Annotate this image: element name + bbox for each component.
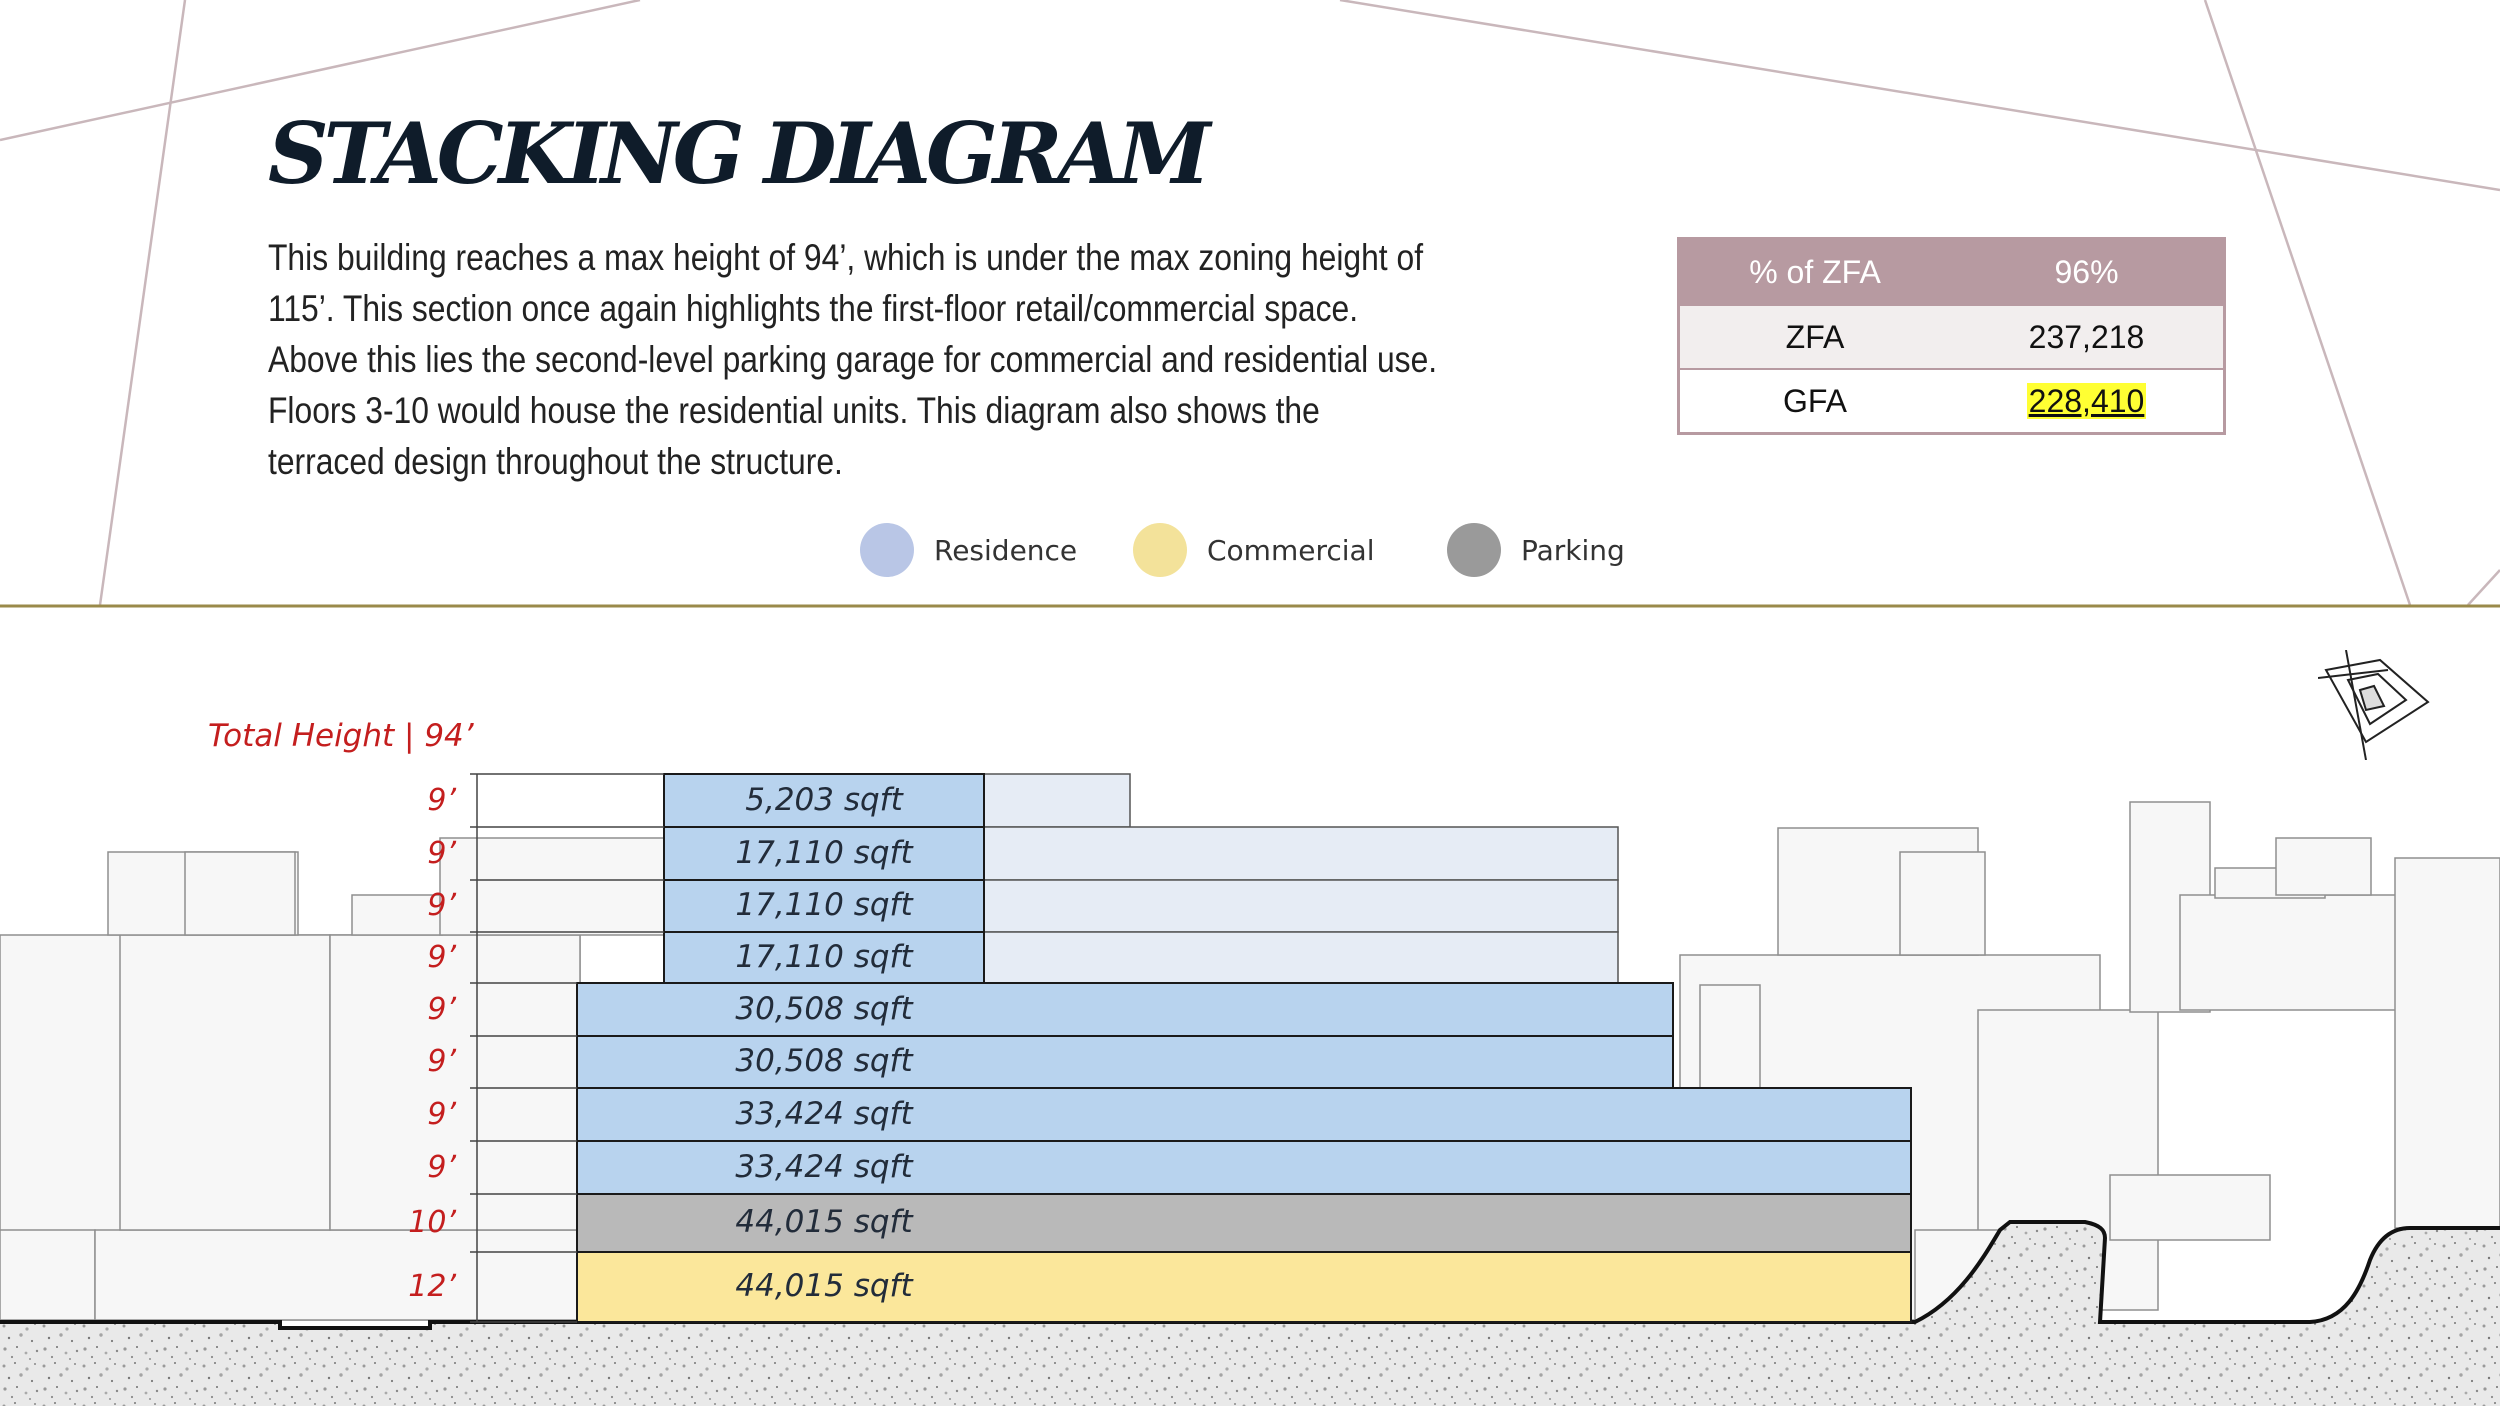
table-header-label: % of ZFA	[1678, 238, 1950, 306]
floor-block-residence	[576, 982, 1674, 1037]
legend-item-parking: Parking	[1447, 520, 1625, 580]
terrace-block	[983, 931, 1619, 984]
legend-swatch-commercial	[1133, 523, 1187, 577]
floor-block-residence	[663, 879, 985, 933]
table-row-label: GFA	[1678, 369, 1950, 434]
decorative-lines	[0, 0, 2500, 606]
legend-item-commercial: Commercial	[1133, 520, 1374, 580]
floor-area-label: 30,508 sqft	[735, 990, 913, 1027]
floor-block-residence	[663, 931, 985, 984]
floor-block-commercial	[576, 1251, 1912, 1323]
table-row: ZFA 237,218	[1678, 305, 2225, 370]
floor-height-label: 9’	[427, 1044, 456, 1079]
total-height-label: Total Height | 94’	[208, 718, 474, 754]
dimension-line	[470, 773, 664, 1323]
terrace-block	[983, 773, 1131, 828]
highlighted-value: 228,410	[2026, 382, 2147, 419]
floor-height-label: 9’	[427, 835, 456, 871]
building-section	[576, 773, 1912, 1323]
legend-label: Residence	[934, 533, 1078, 567]
floor-area-label: 33,424 sqft	[735, 1148, 913, 1185]
floor-area-label: 5,203 sqft	[745, 781, 903, 818]
table-row: GFA 228,410	[1678, 369, 2225, 434]
ground	[0, 1220, 2500, 1406]
north-compass-icon	[2318, 650, 2430, 760]
floor-height-label: 10’	[408, 1205, 456, 1240]
floor-height-label: 9’	[427, 991, 456, 1027]
table-header-row: % of ZFA 96%	[1678, 238, 2225, 306]
floor-area-label: 44,015 sqft	[735, 1268, 913, 1304]
floor-height-label: 9’	[427, 888, 456, 923]
floor-height-label: 9’	[427, 782, 456, 818]
description-text: This building reaches a max height of 94…	[268, 237, 1438, 482]
zfa-summary-table: % of ZFA 96% ZFA 237,218 GFA 228,410	[1677, 237, 2226, 435]
floor-area-label: 17,110 sqft	[735, 887, 913, 923]
table-row-value: 228,410	[1950, 369, 2225, 434]
floor-area-label: 17,110 sqft	[735, 938, 913, 975]
legend-swatch-parking	[1447, 523, 1501, 577]
floor-height-label: 9’	[427, 939, 456, 975]
floor-height-label: 12’	[408, 1269, 456, 1304]
floor-area-label: 44,015 sqft	[735, 1204, 913, 1240]
floor-block-residence	[576, 1140, 1912, 1195]
table-row-label: ZFA	[1678, 305, 1950, 370]
page-title: STACKING DIAGRAM	[268, 104, 1211, 203]
floor-area-label: 30,508 sqft	[735, 1043, 913, 1079]
floor-area-label: 33,424 sqft	[735, 1095, 913, 1132]
legend-item-residence: Residence	[860, 520, 1077, 580]
table-row-value: 237,218	[1950, 305, 2225, 370]
terrace-block	[983, 826, 1619, 881]
floor-height-label: 9’	[427, 1149, 456, 1185]
table-header-value: 96%	[1950, 238, 2225, 306]
floor-block-residence	[663, 826, 985, 881]
legend-label: Parking	[1521, 533, 1625, 567]
floor-area-label: 17,110 sqft	[735, 834, 913, 871]
floor-block-parking	[576, 1193, 1912, 1253]
legend-label: Commercial	[1207, 533, 1375, 567]
floor-height-label: 9’	[427, 1096, 456, 1132]
legend-swatch-residence	[860, 523, 914, 577]
terrace-block	[983, 879, 1619, 933]
